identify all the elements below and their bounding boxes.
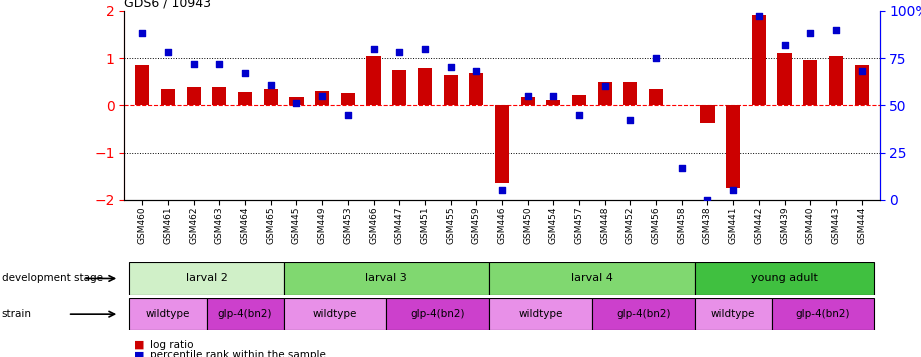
Bar <box>135 65 149 105</box>
Bar <box>700 105 715 123</box>
Point <box>186 61 201 66</box>
Text: percentile rank within the sample: percentile rank within the sample <box>150 350 326 357</box>
Bar <box>161 89 175 105</box>
Bar <box>489 262 694 295</box>
Bar <box>752 15 766 105</box>
Point <box>648 55 663 61</box>
Bar <box>829 56 843 105</box>
Bar <box>284 298 386 330</box>
Point <box>367 46 381 51</box>
Bar <box>649 89 663 105</box>
Text: glp-4(bn2): glp-4(bn2) <box>411 309 465 319</box>
Point <box>598 84 612 89</box>
Point <box>212 61 227 66</box>
Bar <box>341 92 355 105</box>
Text: wildtype: wildtype <box>313 309 357 319</box>
Bar <box>469 73 484 105</box>
Text: log ratio: log ratio <box>150 340 193 350</box>
Bar <box>130 262 284 295</box>
Point <box>700 197 715 203</box>
Point <box>572 112 587 118</box>
Bar <box>495 105 509 183</box>
Bar <box>572 95 586 105</box>
Text: development stage: development stage <box>2 273 103 283</box>
Text: wildtype: wildtype <box>519 309 563 319</box>
Point <box>289 101 304 106</box>
Bar <box>444 75 458 105</box>
Text: glp-4(bn2): glp-4(bn2) <box>796 309 850 319</box>
Point <box>520 93 535 99</box>
Point <box>777 42 792 47</box>
Text: larval 3: larval 3 <box>366 273 407 283</box>
Point <box>135 31 150 36</box>
Point <box>674 165 689 171</box>
Bar <box>777 53 791 105</box>
Text: ■: ■ <box>134 340 144 350</box>
Text: larval 4: larval 4 <box>571 273 612 283</box>
Bar <box>206 298 284 330</box>
Point <box>315 93 330 99</box>
Text: glp-4(bn2): glp-4(bn2) <box>218 309 273 319</box>
Point <box>854 69 869 74</box>
Bar <box>803 60 817 105</box>
Text: wildtype: wildtype <box>711 309 755 319</box>
Bar <box>520 97 535 105</box>
Bar <box>598 82 612 105</box>
Point <box>546 93 561 99</box>
Bar <box>187 87 201 105</box>
Text: strain: strain <box>2 309 32 319</box>
Bar <box>367 56 380 105</box>
Bar <box>263 89 278 105</box>
Bar <box>624 82 637 105</box>
Bar <box>130 298 206 330</box>
Bar <box>392 70 406 105</box>
Text: larval 2: larval 2 <box>186 273 227 283</box>
Bar <box>772 298 874 330</box>
Bar <box>418 69 432 105</box>
Bar <box>489 298 592 330</box>
Point <box>829 27 844 32</box>
Bar <box>694 262 874 295</box>
Bar <box>289 97 304 105</box>
Bar <box>726 105 740 188</box>
Text: young adult: young adult <box>751 273 818 283</box>
Point <box>238 70 252 76</box>
Bar <box>546 100 560 105</box>
Point <box>726 188 740 193</box>
Point <box>417 46 432 51</box>
Point <box>495 188 509 193</box>
Bar <box>592 298 694 330</box>
Bar <box>213 87 227 105</box>
Point <box>443 65 458 70</box>
Point <box>263 82 278 87</box>
Bar <box>315 91 329 105</box>
Text: glp-4(bn2): glp-4(bn2) <box>616 309 670 319</box>
Bar <box>694 298 772 330</box>
Point <box>391 50 406 55</box>
Text: ■: ■ <box>134 350 144 357</box>
Text: GDS6 / 10943: GDS6 / 10943 <box>124 0 211 10</box>
Point <box>341 112 356 118</box>
Point <box>160 50 175 55</box>
Point <box>752 14 766 19</box>
Bar <box>238 92 252 105</box>
Text: wildtype: wildtype <box>146 309 191 319</box>
Bar <box>855 65 869 105</box>
Bar <box>284 262 489 295</box>
Point <box>623 117 637 123</box>
Bar <box>386 298 489 330</box>
Point <box>803 31 818 36</box>
Point <box>469 69 484 74</box>
